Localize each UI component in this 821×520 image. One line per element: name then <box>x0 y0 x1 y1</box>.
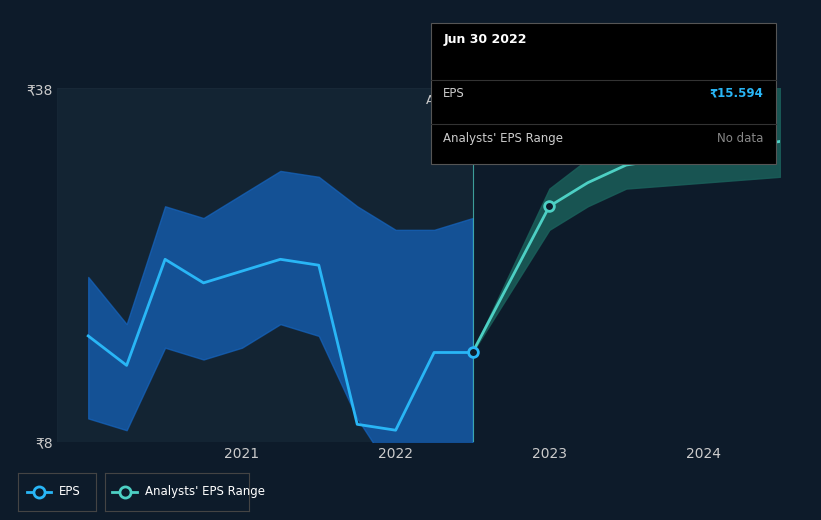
Text: ₹15.594: ₹15.594 <box>709 86 764 99</box>
Text: Actual: Actual <box>425 94 465 107</box>
Text: Analysts' EPS Range: Analysts' EPS Range <box>145 486 265 498</box>
Text: Jun 30 2022: Jun 30 2022 <box>443 33 527 46</box>
Bar <box>57 88 473 442</box>
Text: EPS: EPS <box>58 486 80 498</box>
Text: No data: No data <box>718 132 764 145</box>
Text: Analysts' EPS Range: Analysts' EPS Range <box>443 132 563 145</box>
Text: Analysts Forecasts: Analysts Forecasts <box>480 94 597 107</box>
Text: EPS: EPS <box>443 86 465 99</box>
